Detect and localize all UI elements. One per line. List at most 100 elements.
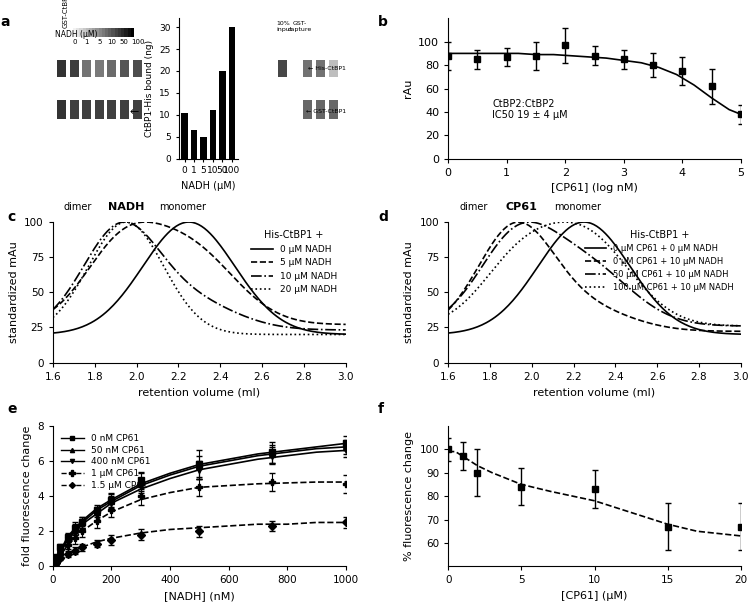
20 μM NADH	[128, 220, 137, 227]
Bar	[102, 28, 105, 37]
Text: f: f	[378, 402, 384, 416]
Line: 100 μM CP61 + 10 μM NADH: 100 μM CP61 + 10 μM NADH	[448, 222, 741, 326]
Bar	[94, 60, 104, 77]
100 μM CP61 + 10 μM NADH	[455, 303, 464, 310]
Bar	[94, 100, 104, 119]
Bar	[329, 100, 338, 119]
50 μM CP61 + 10 μM NADH	[723, 322, 732, 329]
Bar	[181, 113, 187, 159]
Bar	[329, 60, 338, 77]
50 μM CP61 + 10 μM NADH	[522, 219, 531, 226]
X-axis label: retention volume (ml): retention volume (ml)	[534, 387, 655, 397]
0 μM CP61 + 0 μM NADH	[461, 326, 470, 334]
10 μM NADH	[328, 326, 337, 334]
Bar	[219, 71, 226, 159]
0 μM NADH	[328, 330, 337, 337]
Y-axis label: % fluorescence change: % fluorescence change	[404, 431, 414, 561]
Bar	[278, 60, 287, 77]
Text: e: e	[8, 402, 17, 416]
100 μM CP61 + 10 μM NADH	[723, 322, 732, 329]
Y-axis label: rAu: rAu	[402, 79, 413, 98]
Bar	[303, 100, 312, 119]
Line: 20 μM NADH: 20 μM NADH	[53, 222, 345, 334]
0 μM NADH	[184, 219, 193, 226]
20 μM NADH	[48, 314, 57, 321]
0 μM NADH	[103, 308, 112, 315]
X-axis label: [CP61] (log nM): [CP61] (log nM)	[551, 183, 638, 194]
50 μM CP61 + 10 μM NADH	[461, 286, 470, 294]
10 μM NADH	[48, 306, 57, 313]
Text: dimer: dimer	[64, 202, 92, 212]
Bar	[99, 28, 102, 37]
100 μM CP61 + 10 μM NADH	[498, 255, 507, 262]
50 μM CP61 + 10 μM NADH	[498, 234, 507, 242]
0 μM CP61 + 0 μM NADH	[498, 308, 507, 315]
5 μM NADH	[126, 221, 135, 228]
5 μM NADH	[60, 295, 70, 303]
Bar	[303, 60, 312, 77]
Bar	[107, 60, 116, 77]
Bar	[131, 28, 134, 37]
10 μM NADH	[120, 219, 129, 226]
Bar	[89, 28, 92, 37]
20 μM NADH	[318, 331, 327, 338]
Bar	[79, 28, 82, 37]
50 μM CP61 + 10 μM NADH	[525, 219, 534, 226]
Bar	[115, 28, 118, 37]
20 μM NADH	[122, 219, 131, 226]
Bar	[111, 28, 115, 37]
Text: c: c	[8, 210, 16, 224]
Bar	[82, 60, 91, 77]
Bar	[70, 28, 73, 37]
20 μM NADH	[66, 293, 75, 300]
50 μM CP61 + 10 μM NADH	[444, 305, 453, 312]
Text: 100: 100	[131, 38, 144, 44]
0 μM CP61 + 0 μM NADH	[579, 219, 588, 226]
Line: 5 μM NADH: 5 μM NADH	[53, 222, 345, 325]
0 μM CP61 + 10 μM NADH	[514, 219, 523, 226]
0 μM NADH	[66, 326, 75, 334]
Bar	[70, 100, 79, 119]
Line: 0 μM NADH: 0 μM NADH	[53, 222, 345, 334]
Bar	[119, 60, 129, 77]
Bar	[76, 28, 79, 37]
Bar	[118, 28, 121, 37]
Text: NADH: NADH	[108, 202, 144, 212]
Text: 50: 50	[119, 38, 129, 44]
10 μM NADH	[128, 220, 137, 228]
X-axis label: retention volume (ml): retention volume (ml)	[138, 387, 260, 397]
100 μM CP61 + 10 μM NADH	[444, 311, 453, 318]
Bar	[82, 28, 86, 37]
0 μM CP61 + 10 μM NADH	[461, 284, 470, 291]
0 μM NADH	[48, 329, 57, 337]
0 μM CP61 + 0 μM NADH	[713, 329, 722, 336]
Text: CP61: CP61	[505, 202, 538, 212]
100 μM CP61 + 10 μM NADH	[713, 321, 722, 328]
Bar	[316, 100, 325, 119]
Text: 5: 5	[97, 38, 101, 44]
Text: ← GST-CtBP1: ← GST-CtBP1	[305, 108, 345, 113]
Bar	[70, 28, 134, 37]
Text: NADH (μM): NADH (μM)	[54, 29, 98, 38]
Bar	[119, 100, 129, 119]
Bar	[86, 28, 89, 37]
Bar	[191, 130, 197, 159]
Text: a: a	[0, 15, 10, 29]
Bar	[82, 100, 91, 119]
Bar	[316, 60, 325, 77]
0 μM NADH	[126, 280, 135, 287]
Line: 0 μM CP61 + 0 μM NADH: 0 μM CP61 + 0 μM NADH	[448, 222, 741, 334]
Text: 10: 10	[107, 38, 116, 44]
0 μM CP61 + 0 μM NADH	[522, 280, 531, 287]
Text: GST-
capture: GST- capture	[287, 21, 311, 32]
5 μM NADH	[328, 320, 337, 328]
Bar	[133, 60, 142, 77]
20 μM NADH	[328, 331, 337, 338]
5 μM NADH	[103, 241, 112, 248]
Text: ←: ←	[130, 107, 139, 118]
100 μM CP61 + 10 μM NADH	[522, 232, 531, 239]
100 μM CP61 + 10 μM NADH	[559, 219, 569, 226]
0 μM NADH	[60, 328, 70, 335]
Y-axis label: standardized mAu: standardized mAu	[404, 241, 414, 343]
10 μM NADH	[103, 228, 112, 235]
